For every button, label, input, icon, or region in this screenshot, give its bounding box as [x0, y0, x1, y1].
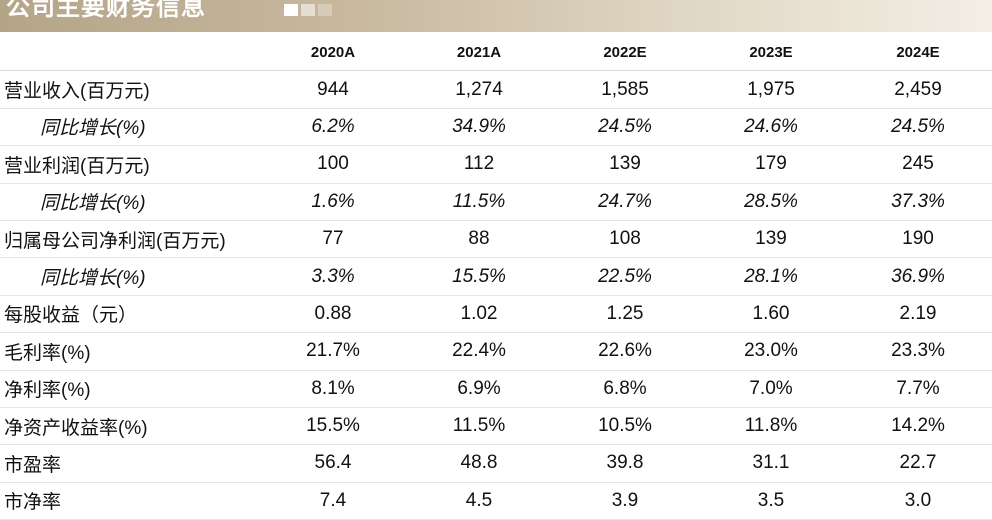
table-row: 营业利润(百万元) 100 112 139 179 245	[0, 146, 992, 184]
table-cell: 8.1%	[311, 377, 355, 399]
table-cell: 6.9%	[457, 377, 501, 399]
row-label: 同比增长(%)	[40, 193, 146, 215]
table-cell: 245	[902, 153, 934, 175]
section-title: 公司主要财务信息	[6, 0, 206, 21]
table-cell: 108	[609, 228, 641, 250]
table-cell: 22.5%	[598, 265, 652, 287]
table-cell: 179	[755, 153, 787, 175]
table-cell: 77	[322, 228, 344, 250]
table-cell: 31.1	[752, 452, 790, 474]
table-cell: 7.0%	[749, 377, 793, 399]
table-cell: 6.8%	[603, 377, 647, 399]
row-label: 同比增长(%)	[40, 268, 146, 290]
table-cell: 7.4	[319, 489, 347, 511]
table-cell: 22.4%	[452, 340, 506, 362]
table-cell: 2.19	[899, 302, 937, 324]
table-cell: 11.5%	[452, 190, 506, 212]
column-header: 2021A	[456, 43, 502, 61]
table-cell: 100	[317, 153, 349, 175]
table-cell: 1.25	[606, 302, 644, 324]
table-cell: 190	[902, 228, 934, 250]
row-label: 每股收益（元）	[4, 305, 138, 327]
decorative-squares	[284, 4, 332, 16]
table-cell: 2,459	[894, 78, 942, 100]
column-header: 2020A	[310, 43, 356, 61]
table-row-growth: 同比增长(%) 3.3% 15.5% 22.5% 28.1% 36.9%	[0, 258, 992, 296]
table-cell: 34.9%	[452, 115, 506, 137]
table-cell: 3.9	[611, 489, 639, 511]
table-row: 净资产收益率(%) 15.5% 11.5% 10.5% 11.8% 14.2%	[0, 407, 992, 445]
row-label: 净资产收益率(%)	[4, 417, 148, 439]
table-cell: 22.6%	[598, 340, 652, 362]
table-cell: 0.88	[314, 302, 352, 324]
square-icon	[284, 4, 298, 16]
table-cell: 56.4	[314, 452, 352, 474]
table-cell: 11.5%	[452, 415, 506, 437]
table-cell: 15.5%	[452, 265, 506, 287]
row-label: 归属母公司净利润(百万元)	[4, 230, 226, 252]
table-cell: 14.2%	[891, 415, 945, 437]
financial-table: 2020A 2021A 2022E 2023E 2024E 营业收入(百万元) 9…	[0, 34, 992, 520]
row-label: 营业利润(百万元)	[4, 155, 150, 177]
table-cell: 1,975	[747, 78, 795, 100]
row-label: 市盈率	[4, 454, 62, 476]
table-header-row: 2020A 2021A 2022E 2023E 2024E	[0, 34, 992, 71]
table-cell: 28.5%	[744, 190, 798, 212]
table-cell: 1.02	[460, 302, 498, 324]
table-cell: 21.7%	[306, 340, 360, 362]
row-label: 同比增长(%)	[40, 118, 146, 140]
table-cell: 944	[317, 78, 349, 100]
row-label: 毛利率(%)	[4, 342, 91, 364]
header-empty-cell	[0, 34, 260, 71]
table-cell: 3.0	[904, 489, 932, 511]
table-cell: 15.5%	[306, 415, 360, 437]
table-cell: 4.5	[465, 489, 493, 511]
table-cell: 3.3%	[311, 265, 355, 287]
square-icon	[301, 4, 315, 16]
table-cell: 48.8	[460, 452, 498, 474]
table-row: 市盈率 56.4 48.8 39.8 31.1 22.7	[0, 445, 992, 483]
table-cell: 22.7	[899, 452, 937, 474]
table-cell: 10.5%	[598, 415, 652, 437]
table-cell: 1.6%	[311, 190, 355, 212]
table-cell: 7.7%	[896, 377, 940, 399]
table-cell: 23.0%	[744, 340, 798, 362]
row-label: 净利率(%)	[4, 380, 91, 402]
column-header: 2023E	[749, 43, 793, 61]
table-cell: 3.5	[757, 489, 785, 511]
column-header: 2024E	[896, 43, 940, 61]
table-row: 市净率 7.4 4.5 3.9 3.5 3.0	[0, 482, 992, 520]
table-cell: 1,585	[601, 78, 649, 100]
table-cell: 6.2%	[311, 115, 355, 137]
table-row: 每股收益（元） 0.88 1.02 1.25 1.60 2.19	[0, 295, 992, 333]
table-cell: 1.60	[752, 302, 790, 324]
table-cell: 24.7%	[598, 190, 652, 212]
column-header: 2022E	[603, 43, 647, 61]
table-cell: 37.3%	[891, 190, 945, 212]
table-cell: 24.6%	[744, 115, 798, 137]
row-label: 市净率	[4, 492, 62, 514]
table-cell: 23.3%	[891, 340, 945, 362]
section-banner: 公司主要财务信息	[0, 0, 992, 32]
table-row-growth: 同比增长(%) 6.2% 34.9% 24.5% 24.6% 24.5%	[0, 108, 992, 146]
table-cell: 24.5%	[891, 115, 945, 137]
table-cell: 28.1%	[744, 265, 798, 287]
table-cell: 139	[609, 153, 641, 175]
square-icon	[318, 4, 332, 16]
table-row: 归属母公司净利润(百万元) 77 88 108 139 190	[0, 220, 992, 258]
table-row: 营业收入(百万元) 944 1,274 1,585 1,975 2,459	[0, 71, 992, 109]
table-row-growth: 同比增长(%) 1.6% 11.5% 24.7% 28.5% 37.3%	[0, 183, 992, 221]
table-row: 净利率(%) 8.1% 6.9% 6.8% 7.0% 7.7%	[0, 370, 992, 408]
table-cell: 39.8	[606, 452, 644, 474]
table-cell: 1,274	[455, 78, 503, 100]
table-cell: 112	[463, 153, 495, 175]
row-label: 营业收入(百万元)	[4, 81, 150, 103]
table-cell: 88	[468, 228, 490, 250]
table-row: 毛利率(%) 21.7% 22.4% 22.6% 23.0% 23.3%	[0, 333, 992, 371]
table-cell: 24.5%	[598, 115, 652, 137]
table-cell: 139	[755, 228, 787, 250]
table-cell: 11.8%	[744, 415, 798, 437]
table-cell: 36.9%	[891, 265, 945, 287]
